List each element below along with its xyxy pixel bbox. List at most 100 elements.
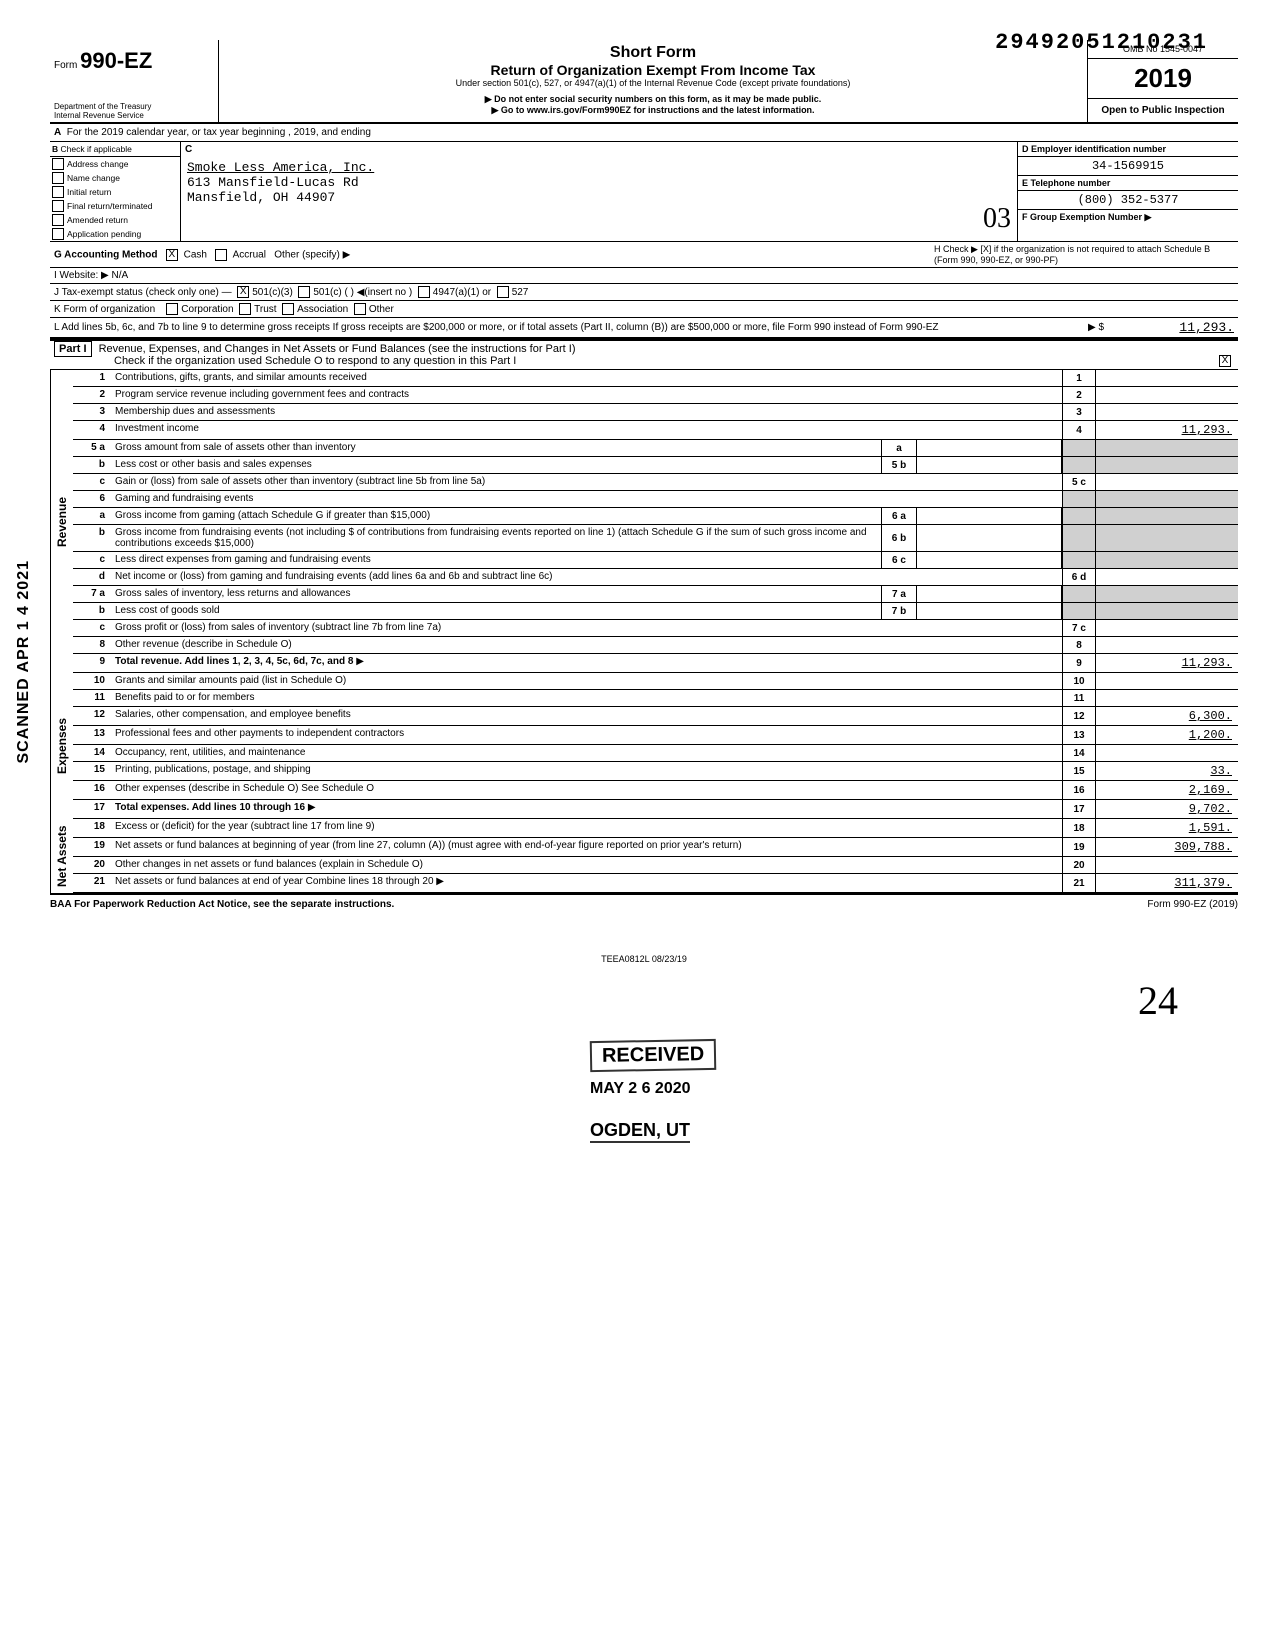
- right-line-val: 1,591.: [1096, 819, 1238, 837]
- line-j: J Tax-exempt status (check only one) — X…: [50, 284, 1238, 301]
- right-line-val: [1096, 440, 1238, 456]
- form-line-14: 14Occupancy, rent, utilities, and mainte…: [73, 745, 1238, 762]
- form-line-8: 8Other revenue (describe in Schedule O)8: [73, 637, 1238, 654]
- right-line-num: [1062, 508, 1096, 524]
- right-line-num: 8: [1062, 637, 1096, 653]
- line-l-value: 11,293.: [1104, 320, 1234, 335]
- right-line-val: [1096, 569, 1238, 585]
- chk-cash[interactable]: X: [166, 249, 178, 261]
- right-line-val: 33.: [1096, 762, 1238, 780]
- chk-amended-return[interactable]: Amended return: [50, 213, 180, 227]
- chk-501c[interactable]: [298, 286, 310, 298]
- line-description: Less cost or other basis and sales expen…: [111, 457, 881, 473]
- line-description: Program service revenue including govern…: [111, 387, 1062, 403]
- mid-line-num: 5 b: [881, 457, 917, 473]
- line-description: Total expenses. Add lines 10 through 16 …: [111, 800, 1062, 818]
- chk-application-pending[interactable]: Application pending: [50, 227, 180, 241]
- form-line-4: 4Investment income411,293.: [73, 421, 1238, 440]
- teea-code: TEEA0812L 08/23/19: [50, 954, 1238, 964]
- form-identifier: Form 990-EZ Department of the Treasury I…: [50, 40, 219, 122]
- right-line-num: 11: [1062, 690, 1096, 706]
- right-line-val: [1096, 673, 1238, 689]
- netassets-section: Net Assets 18Excess or (deficit) for the…: [50, 819, 1238, 895]
- mid-line-num: 7 a: [881, 586, 917, 602]
- line-description: Professional fees and other payments to …: [111, 726, 1062, 744]
- chk-trust[interactable]: [239, 303, 251, 315]
- chk-501c3[interactable]: X: [237, 286, 249, 298]
- chk-other[interactable]: [354, 303, 366, 315]
- chk-initial-return[interactable]: Initial return: [50, 185, 180, 199]
- form-line-5a: 5 aGross amount from sale of assets othe…: [73, 440, 1238, 457]
- right-line-val: [1096, 474, 1238, 490]
- line-description: Printing, publications, postage, and shi…: [111, 762, 1062, 780]
- chk-4947[interactable]: [418, 286, 430, 298]
- right-line-num: [1062, 440, 1096, 456]
- line-number: 16: [73, 781, 111, 799]
- line-number: c: [73, 474, 111, 490]
- chk-527[interactable]: [497, 286, 509, 298]
- right-line-val: [1096, 525, 1238, 551]
- form-number: 990-EZ: [80, 48, 152, 73]
- right-line-val: [1096, 387, 1238, 403]
- scanned-stamp: SCANNED APR 1 4 2021: [15, 560, 33, 763]
- handwritten-03: 03: [983, 203, 1011, 235]
- title-block: Short Form Return of Organization Exempt…: [219, 40, 1087, 122]
- right-line-val: [1096, 370, 1238, 386]
- department-label: Department of the Treasury Internal Reve…: [54, 102, 214, 120]
- mid-line-val: [917, 525, 1062, 551]
- mid-line-val: [917, 457, 1062, 473]
- right-line-num: 9: [1062, 654, 1096, 672]
- form-line-13: 13Professional fees and other payments t…: [73, 726, 1238, 745]
- mid-line-num: a: [881, 440, 917, 456]
- line-description: Salaries, other compensation, and employ…: [111, 707, 1062, 725]
- form-line-b: bGross income from fundraising events (n…: [73, 525, 1238, 552]
- form-line-c: cLess direct expenses from gaming and fu…: [73, 552, 1238, 569]
- line-description: Investment income: [111, 421, 1062, 439]
- right-line-num: 7 c: [1062, 620, 1096, 636]
- line-number: 2: [73, 387, 111, 403]
- form-line-17: 17Total expenses. Add lines 10 through 1…: [73, 800, 1238, 819]
- form-line-c: cGain or (loss) from sale of assets othe…: [73, 474, 1238, 491]
- chk-name-change[interactable]: Name change: [50, 171, 180, 185]
- line-description: Membership dues and assessments: [111, 404, 1062, 420]
- line-description: Less direct expenses from gaming and fun…: [111, 552, 881, 568]
- right-line-num: 16: [1062, 781, 1096, 799]
- title-short-form: Short Form: [229, 44, 1077, 62]
- form-line-2: 2Program service revenue including gover…: [73, 387, 1238, 404]
- column-d: D Employer identification number 34-1569…: [1018, 142, 1238, 241]
- right-line-val: [1096, 620, 1238, 636]
- form-line-11: 11Benefits paid to or for members11: [73, 690, 1238, 707]
- line-number: 8: [73, 637, 111, 653]
- form-line-b: bLess cost or other basis and sales expe…: [73, 457, 1238, 474]
- title-section: Under section 501(c), 527, or 4947(a)(1)…: [229, 78, 1077, 88]
- form-line-21: 21Net assets or fund balances at end of …: [73, 874, 1238, 893]
- title-warning: ▶ Do not enter social security numbers o…: [229, 94, 1077, 105]
- section-bcd: B Check if applicable Address change Nam…: [50, 142, 1238, 242]
- line-i: I Website: ▶ N/A: [50, 268, 1238, 284]
- chk-association[interactable]: [282, 303, 294, 315]
- form-prefix: Form: [54, 60, 77, 71]
- chk-address-change[interactable]: Address change: [50, 157, 180, 171]
- received-stamp: RECEIVED: [590, 1039, 717, 1072]
- right-line-val: [1096, 745, 1238, 761]
- line-k: K Form of organization Corporation Trust…: [50, 301, 1238, 318]
- chk-accrual[interactable]: [215, 249, 227, 261]
- right-line-val: [1096, 457, 1238, 473]
- line-number: b: [73, 457, 111, 473]
- right-line-num: 14: [1062, 745, 1096, 761]
- line-description: Grants and similar amounts paid (list in…: [111, 673, 1062, 689]
- right-line-num: 20: [1062, 857, 1096, 873]
- right-line-num: [1062, 552, 1096, 568]
- form-line-10: 10Grants and similar amounts paid (list …: [73, 673, 1238, 690]
- right-line-val: 2,169.: [1096, 781, 1238, 799]
- right-line-val: [1096, 857, 1238, 873]
- chk-corporation[interactable]: [166, 303, 178, 315]
- right-line-num: 10: [1062, 673, 1096, 689]
- line-number: 11: [73, 690, 111, 706]
- chk-schedule-o[interactable]: X: [1219, 355, 1231, 367]
- ein-value: 34-1569915: [1018, 157, 1238, 176]
- right-line-val: [1096, 586, 1238, 602]
- chk-final-return[interactable]: Final return/terminated: [50, 199, 180, 213]
- column-c: C Smoke Less America, Inc. 613 Mansfield…: [181, 142, 1018, 241]
- right-line-val: [1096, 603, 1238, 619]
